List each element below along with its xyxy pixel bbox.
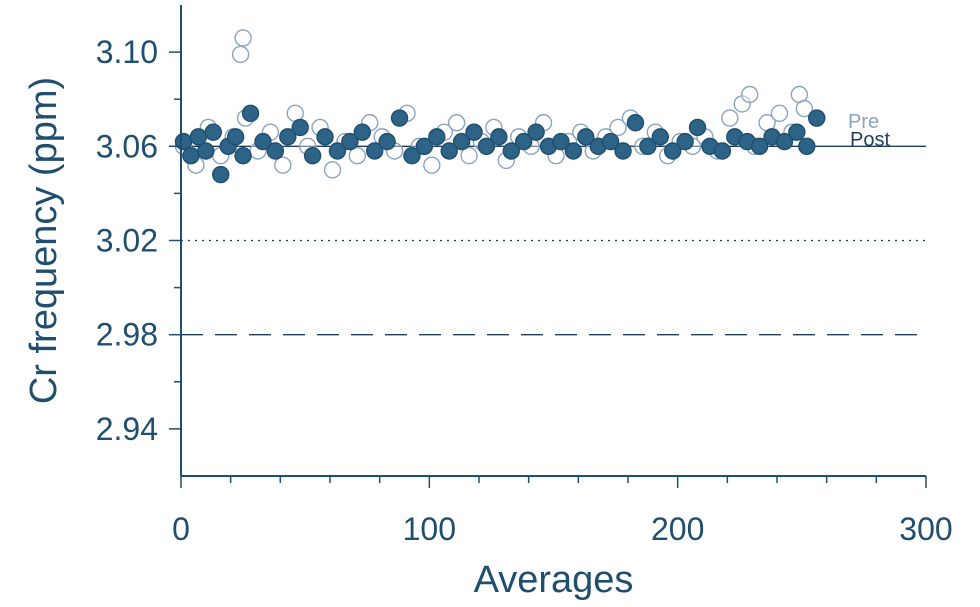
post-point (664, 142, 682, 160)
post-point (639, 137, 657, 156)
x-tick-label: 0 (172, 511, 190, 547)
post-point (477, 137, 496, 156)
x-tick-label: 100 (403, 511, 456, 547)
post-point (502, 142, 520, 160)
post-point (490, 128, 508, 146)
y-tick-label: 2.98 (96, 317, 158, 353)
post-point (366, 142, 384, 160)
x-tick-label: 300 (899, 511, 952, 547)
post-point (316, 128, 334, 146)
post-point (212, 165, 230, 184)
x-axis-title: Averages (474, 559, 634, 601)
post-point (254, 132, 272, 151)
post-point (241, 104, 260, 123)
legend-label-post: Post (850, 129, 890, 151)
post-point (415, 137, 434, 156)
post-point (713, 142, 732, 160)
post-point (428, 128, 446, 146)
post-point (182, 147, 200, 165)
post-point (564, 142, 583, 160)
post-point (614, 142, 632, 160)
post-point (341, 132, 359, 151)
pre-point (348, 147, 367, 165)
pre-point (770, 104, 789, 123)
post-point (626, 114, 645, 132)
post-point (676, 132, 694, 151)
x-axis-ticks: 0 100 200 300 (172, 476, 953, 547)
post-point (266, 142, 285, 160)
post-point (189, 128, 208, 146)
post-point (577, 128, 595, 146)
post-point (552, 132, 570, 151)
pre-point (423, 156, 441, 174)
post-point (279, 128, 297, 146)
post-point (390, 109, 409, 127)
post-point (750, 137, 769, 156)
y-axis-ticks: 2.94 2.98 3.02 3.06 3.10 (96, 34, 181, 447)
pre-point (447, 114, 466, 132)
pre-point (795, 99, 814, 118)
pre-point (609, 118, 627, 137)
y-tick-label: 3.10 (96, 34, 158, 70)
legend-label-pre: Pre (848, 111, 879, 133)
pre-point (721, 109, 739, 127)
post-point (775, 132, 794, 151)
reference-lines (181, 145, 926, 336)
y-axis-title: Cr frequency (ppm) (23, 77, 65, 404)
post-point (527, 123, 545, 141)
pre-point (323, 161, 342, 179)
post-point (353, 123, 371, 141)
post-point (303, 147, 322, 165)
y-tick-label: 3.06 (96, 128, 158, 164)
post-point (226, 128, 245, 146)
post-point (440, 142, 458, 160)
post-point (452, 132, 471, 151)
post-point (197, 142, 215, 160)
pre-point (234, 29, 252, 47)
post-point (788, 123, 806, 141)
post-point (291, 118, 309, 137)
post-point (651, 128, 669, 146)
pre-point (231, 45, 250, 64)
post-series-points (174, 104, 826, 184)
post-point (808, 109, 826, 127)
pre-point (740, 85, 759, 104)
pre-point (274, 156, 292, 174)
post-point (234, 147, 252, 165)
post-point (174, 132, 193, 151)
post-point (204, 123, 222, 141)
pre-point (460, 147, 478, 165)
y-tick-label: 3.02 (96, 223, 158, 259)
post-point (601, 132, 620, 151)
y-tick-label: 2.94 (96, 411, 158, 447)
post-point (798, 137, 816, 156)
post-point (328, 142, 347, 160)
post-point (688, 118, 707, 137)
legend: Pre Post (848, 111, 890, 151)
post-point (378, 132, 396, 151)
x-tick-label: 200 (651, 511, 704, 547)
post-point (403, 147, 421, 165)
post-point (515, 132, 533, 151)
post-point (465, 123, 483, 141)
